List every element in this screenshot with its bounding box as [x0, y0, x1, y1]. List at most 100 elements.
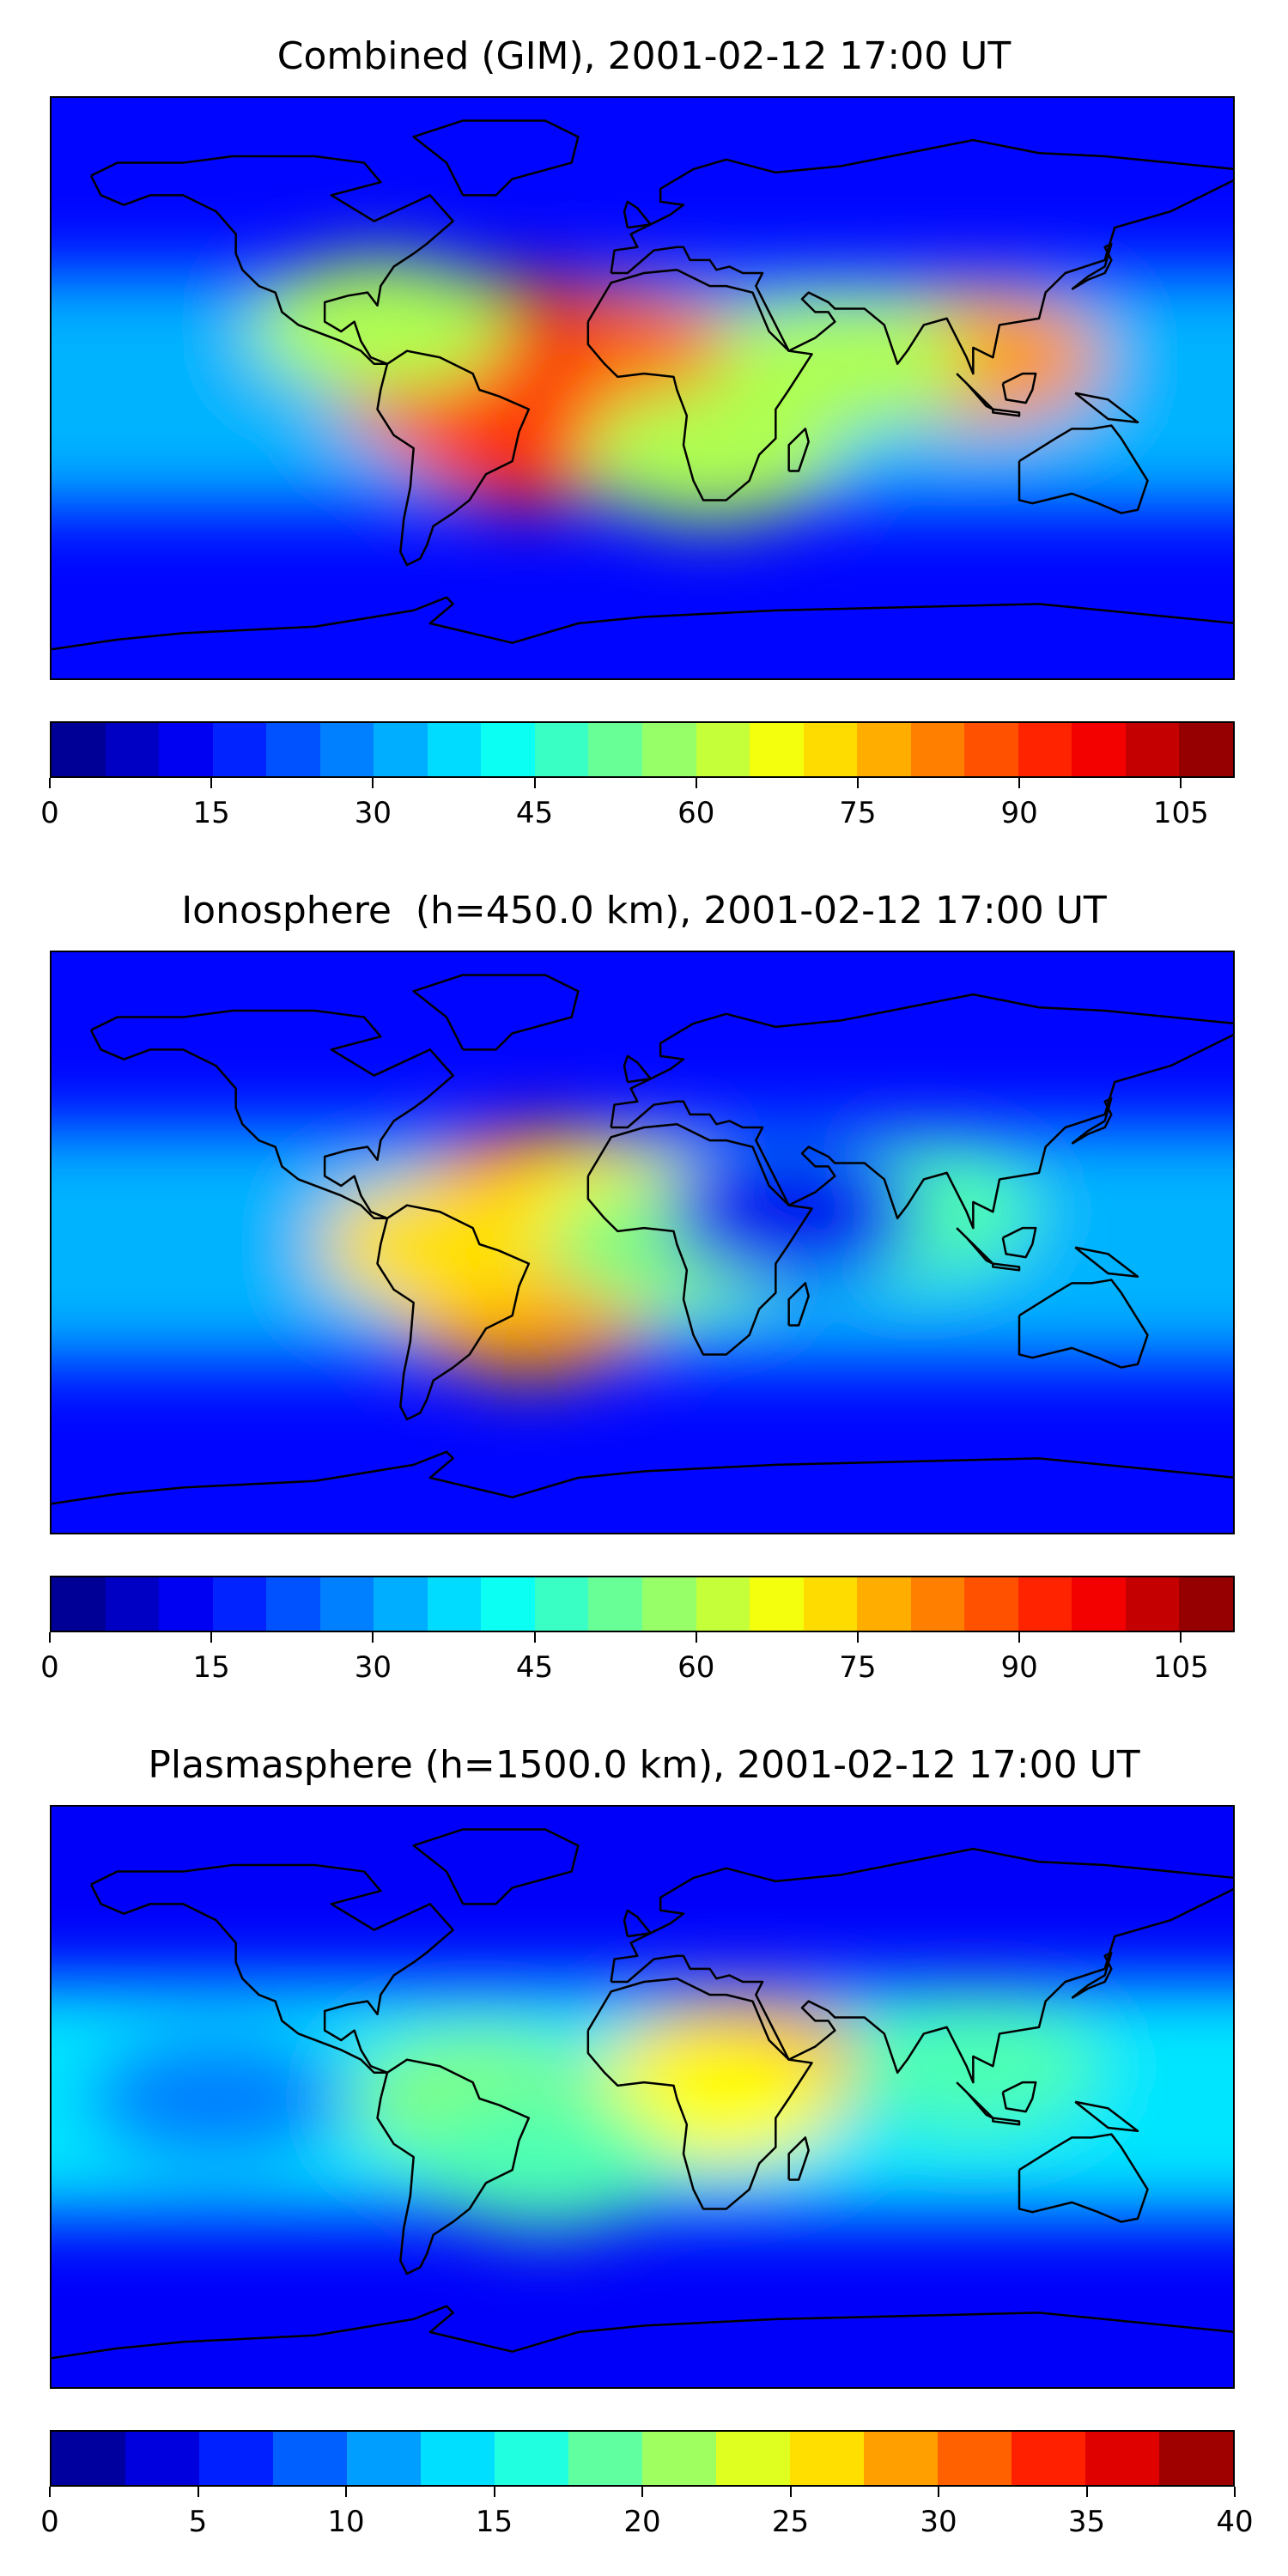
- colorbar-segment: [1179, 723, 1234, 776]
- panel-title: Combined (GIM), 2001-02-12 17:00 UT: [276, 34, 1012, 78]
- colorbar-segment: [52, 1577, 106, 1631]
- colorbar-segment: [1072, 1577, 1126, 1631]
- colorbar-segment: [803, 723, 858, 776]
- tick-label: 90: [1000, 1650, 1038, 1685]
- colorbar-segment: [266, 723, 320, 776]
- colorbar-segment: [588, 1577, 643, 1631]
- coastline: [623, 1909, 652, 1938]
- colorbar-segment: [105, 1577, 160, 1631]
- tick-label: 90: [1000, 796, 1038, 830]
- coastline: [586, 268, 813, 501]
- colorbar-segment: [495, 2432, 568, 2485]
- contour-map: [50, 96, 1235, 680]
- coastline: [623, 1054, 652, 1084]
- tick-label: 75: [839, 796, 877, 830]
- tick-mark: [197, 2487, 199, 2497]
- tick-mark: [533, 1632, 536, 1643]
- colorbar-segment: [52, 2432, 125, 2485]
- colorbar-segment: [427, 1577, 482, 1631]
- coastline: [1071, 1097, 1113, 1145]
- tick-mark: [938, 2487, 939, 2497]
- coastline: [1074, 2100, 1139, 2133]
- colorbar-segment: [910, 1577, 965, 1631]
- tick-label: 75: [839, 1650, 877, 1685]
- colorbar-segment: [964, 1577, 1018, 1631]
- colorbar-segment: [938, 2432, 1012, 2485]
- colorbar-segment: [212, 1577, 267, 1631]
- tick-label: 35: [1067, 2505, 1106, 2539]
- tick-label: 5: [188, 2505, 208, 2539]
- tick-mark: [1180, 1632, 1182, 1643]
- colorbar-segment: [716, 2432, 790, 2485]
- tick-label: 30: [354, 1650, 392, 1685]
- colorbar-segment: [1179, 1577, 1234, 1631]
- colorbar-segment: [864, 2432, 938, 2485]
- colorbar-segment: [319, 1577, 374, 1631]
- colorbar-segment: [481, 723, 535, 776]
- colorbar-ticks: 0 5 10 15 20 25 30 35 40: [40, 2487, 1254, 2539]
- colorbar: [50, 721, 1235, 778]
- tick-label: 10: [327, 2505, 365, 2539]
- contour-map: [50, 951, 1235, 1534]
- coastline: [586, 1977, 813, 2210]
- tick-mark: [856, 1632, 859, 1643]
- colorbar-segment: [1072, 723, 1126, 776]
- tick-label: 105: [1152, 1650, 1209, 1685]
- density-blob: [663, 1143, 921, 1281]
- colorbar-segment: [125, 2432, 199, 2485]
- colorbar-segment: [964, 723, 1018, 776]
- colorbar-segment: [568, 2432, 642, 2485]
- tick-label: 15: [192, 1650, 230, 1685]
- colorbar-segment: [534, 1577, 589, 1631]
- colorbar-segment: [857, 1577, 911, 1631]
- coastline: [89, 1863, 454, 2075]
- tick-mark: [49, 2487, 51, 2497]
- tick-mark: [1018, 778, 1021, 788]
- colorbar-segment: [427, 723, 482, 776]
- colorbar-segment: [750, 1577, 804, 1631]
- coastline: [787, 428, 810, 472]
- panel-title: Plasmasphere (h=1500.0 km), 2001-02-12 1…: [148, 1743, 1140, 1787]
- tick-label: 0: [40, 2505, 59, 2539]
- coastline: [623, 200, 652, 229]
- tick-mark: [1018, 1632, 1021, 1643]
- colorbar-segment: [481, 1577, 535, 1631]
- colorbar-segment: [1085, 2432, 1159, 2485]
- coastline: [89, 1009, 454, 1220]
- colorbar-ticks: 0 15 30 45 60 75 90 105: [40, 778, 1235, 830]
- coastline: [992, 2117, 1021, 2126]
- coastline: [412, 119, 580, 197]
- tick-mark: [1234, 2487, 1236, 2497]
- coastline: [376, 1204, 531, 1421]
- colorbar-ticks: 0 15 30 45 60 75 90 105: [40, 1632, 1235, 1685]
- colorbar-segment: [1125, 1577, 1180, 1631]
- coastline: [1001, 1226, 1037, 1259]
- coastline: [992, 1262, 1021, 1272]
- colorbar-segment: [212, 723, 267, 776]
- tick-label: 60: [677, 796, 715, 830]
- coastline: [1001, 372, 1037, 404]
- colorbar: [50, 2430, 1235, 2487]
- colorbar-segment: [52, 723, 106, 776]
- tick-label: 30: [920, 2505, 957, 2539]
- tick-label: 45: [515, 796, 554, 830]
- tick-mark: [695, 778, 697, 788]
- colorbar-segment: [642, 1577, 696, 1631]
- coastline: [89, 155, 454, 366]
- tick-label: 0: [40, 796, 59, 830]
- colorbar-segment: [803, 1577, 858, 1631]
- tick-mark: [210, 778, 213, 788]
- colorbar-segment: [910, 723, 965, 776]
- coastline: [376, 2058, 531, 2275]
- panel-title: Ionosphere (h=450.0 km), 2001-02-12 17:0…: [181, 889, 1107, 933]
- colorbar-segment: [696, 723, 750, 776]
- density-blob: [318, 1176, 575, 1313]
- colorbar-segment: [159, 723, 213, 776]
- tick-label: 45: [515, 1650, 554, 1685]
- colorbar-segment: [273, 2432, 347, 2485]
- density-blob: [580, 386, 839, 524]
- coastline: [787, 1282, 810, 1327]
- tick-label: 15: [475, 2505, 513, 2539]
- coastline: [992, 408, 1021, 417]
- colorbar-segment: [374, 1577, 428, 1631]
